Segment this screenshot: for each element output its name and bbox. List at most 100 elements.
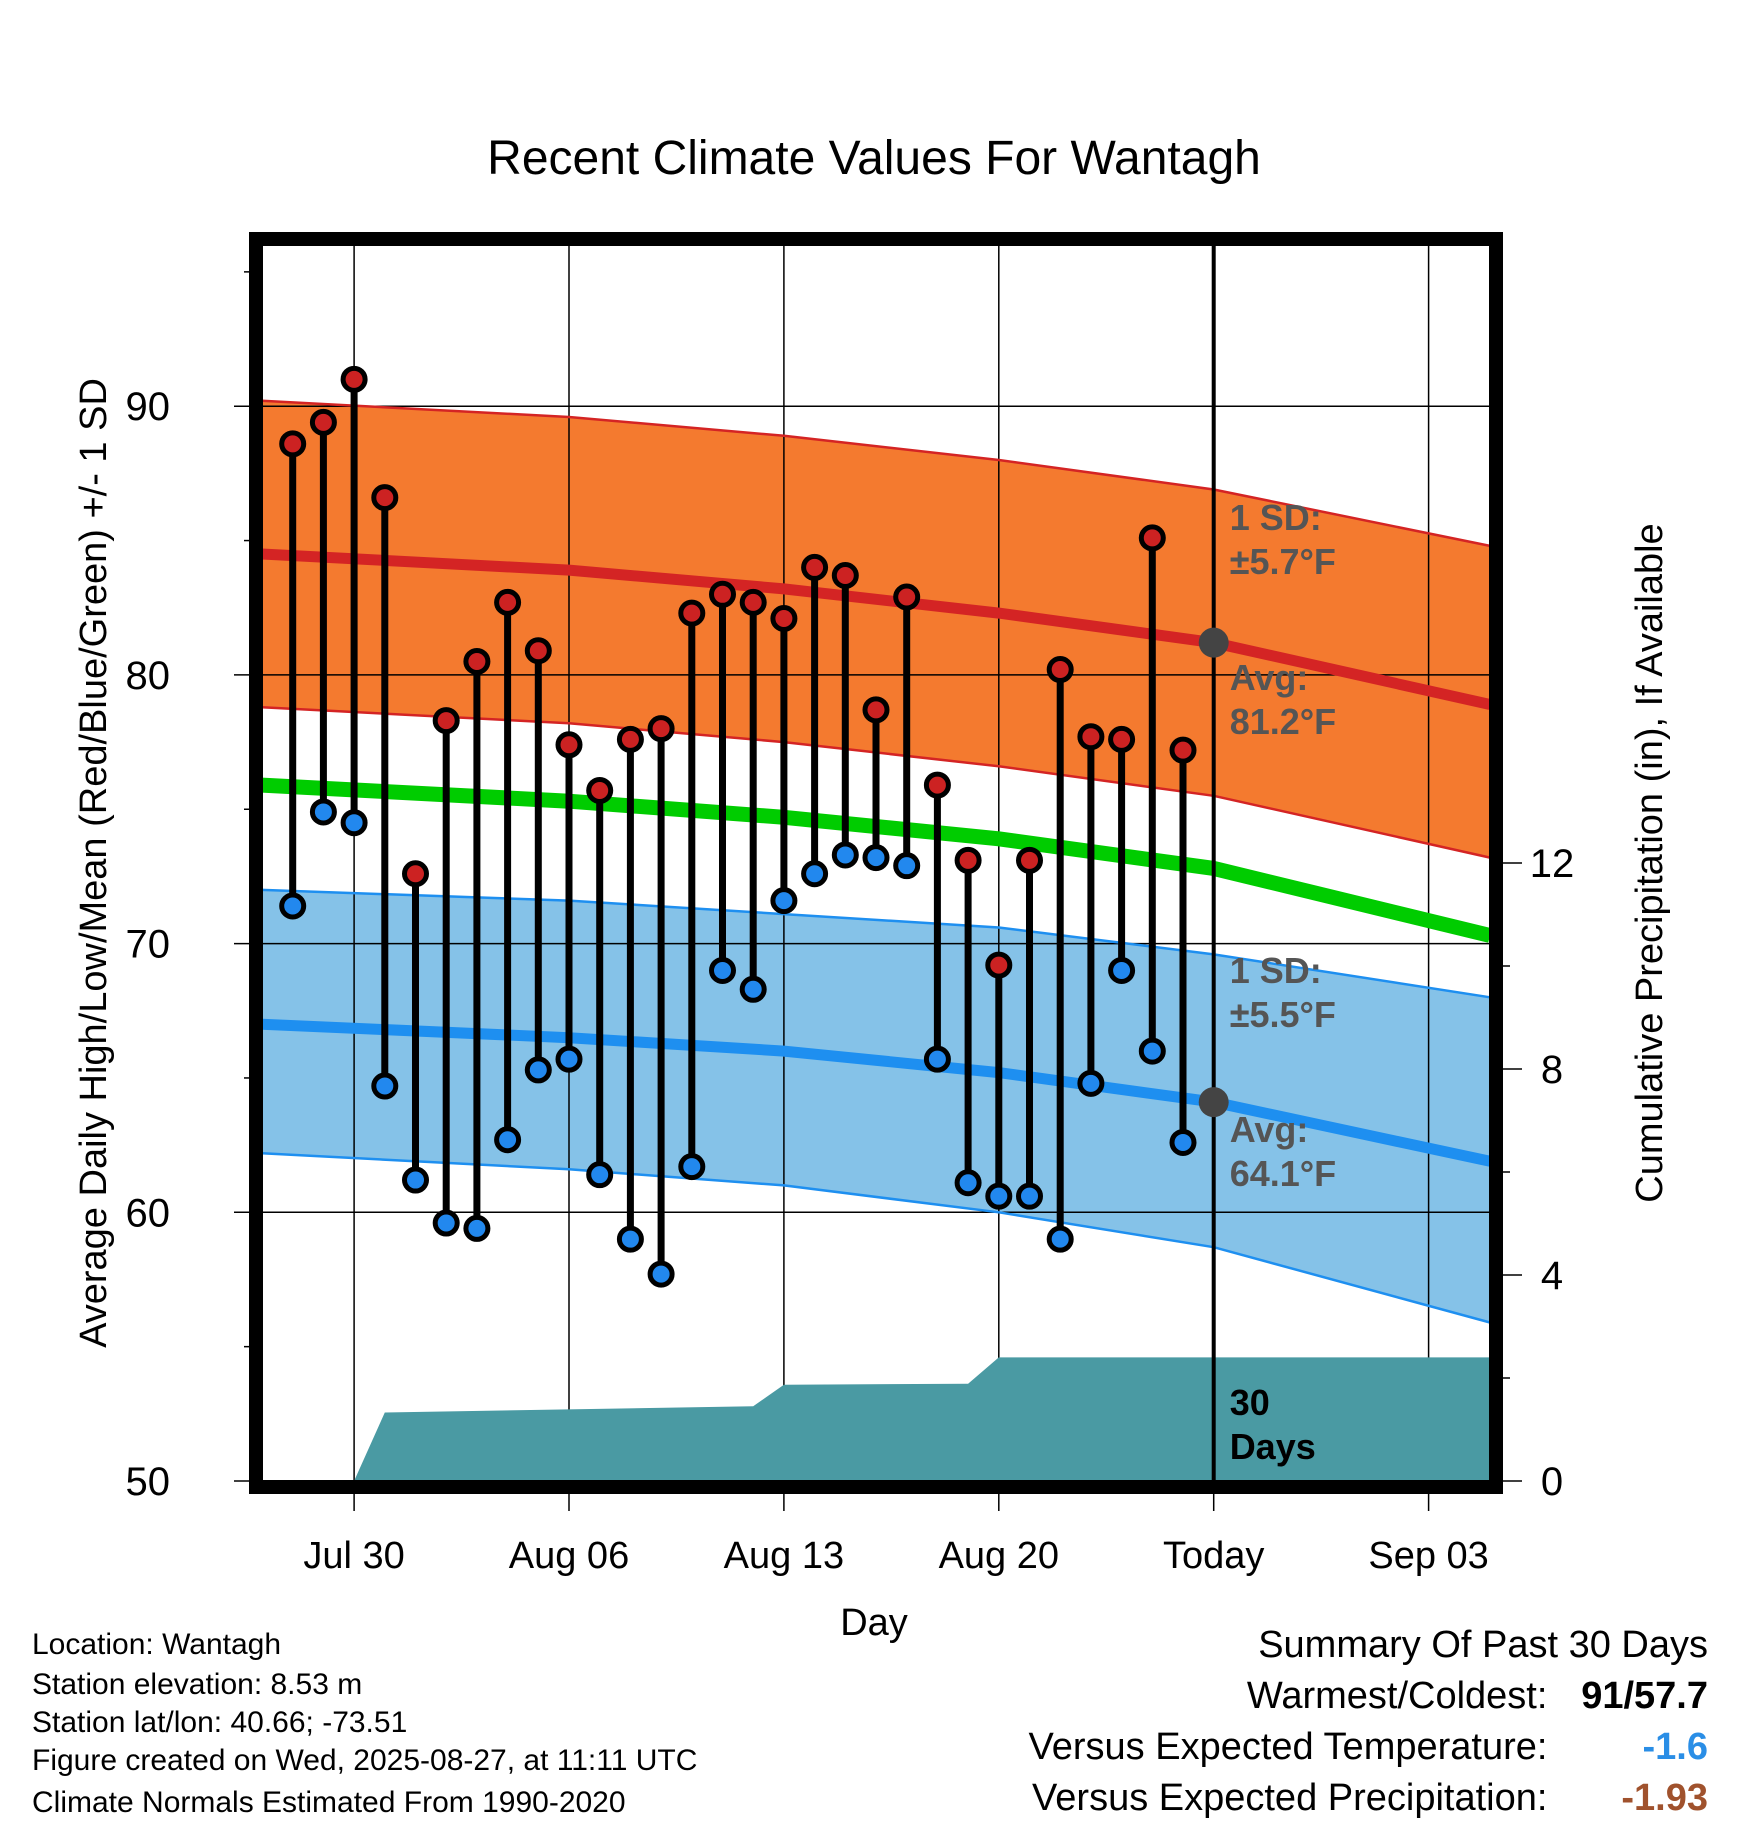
high-dot bbox=[862, 696, 890, 724]
high-dot bbox=[647, 715, 675, 743]
high-dot bbox=[402, 860, 429, 888]
high-dot bbox=[371, 484, 399, 512]
high-dot bbox=[555, 731, 583, 759]
high-dot bbox=[1077, 723, 1105, 751]
high-dot bbox=[1138, 524, 1166, 552]
summary-precip-row: Versus Expected Precipitation: -1.93 bbox=[1032, 1777, 1708, 1820]
temp-vs-expected-label: Versus Expected Temperature: bbox=[1028, 1726, 1548, 1768]
low-sd-lower-line bbox=[261, 1151, 1491, 1324]
precip-area bbox=[354, 1357, 1491, 1481]
high-dot bbox=[463, 647, 491, 675]
low-dot bbox=[1138, 1037, 1166, 1065]
low-dot bbox=[647, 1260, 675, 1288]
low-dot bbox=[985, 1182, 1013, 1210]
high-dot bbox=[770, 604, 798, 632]
x-tick-label: Aug 06 bbox=[509, 1535, 629, 1577]
high-dot bbox=[739, 588, 767, 616]
low-dot bbox=[1016, 1182, 1043, 1210]
warmest-value: 91 bbox=[1581, 1675, 1624, 1717]
y2-tick-label: 8 bbox=[1541, 1048, 1563, 1092]
precip-vs-expected-value: -1.93 bbox=[1621, 1777, 1708, 1819]
low-dot bbox=[831, 841, 859, 869]
high-dot bbox=[893, 583, 921, 611]
y2-axis-label: Cumulative Precipitation (in), If Availa… bbox=[1629, 523, 1671, 1202]
footer-created: Figure created on Wed, 2025-08-27, at 11… bbox=[32, 1744, 698, 1777]
high-dot bbox=[1169, 736, 1197, 764]
low-dot bbox=[402, 1166, 429, 1194]
y2-tick-label: 12 bbox=[1530, 842, 1575, 886]
low-dot bbox=[340, 809, 368, 837]
y-tick-label: 50 bbox=[126, 1460, 171, 1504]
low-dot bbox=[923, 1045, 951, 1073]
period-line2: Days bbox=[1230, 1426, 1316, 1467]
high-dot bbox=[340, 365, 368, 393]
low-dot bbox=[893, 852, 921, 880]
low-dot bbox=[586, 1161, 614, 1189]
high-sd-lower-line bbox=[261, 705, 1491, 859]
low-dot bbox=[555, 1045, 583, 1073]
low-dot bbox=[616, 1225, 644, 1253]
high_sd-line2: ±5.7°F bbox=[1230, 541, 1336, 582]
y-tick-label: 90 bbox=[126, 385, 171, 429]
x-tick-label: Sep 03 bbox=[1368, 1535, 1488, 1577]
chart-text: Recent Climate Values For Wantagh Day Aver… bbox=[73, 132, 1671, 1644]
low-dot bbox=[432, 1209, 460, 1237]
high-dot bbox=[954, 846, 982, 874]
low-sd-upper-line bbox=[261, 888, 1491, 999]
high-dot bbox=[831, 561, 859, 589]
axes: 50 60 70 80 90 0 4 8 12 Jul 30 Aug 06 Aug 13 Aug 20 T… bbox=[126, 271, 1575, 1577]
low-dot bbox=[1108, 956, 1136, 984]
high-dot bbox=[1046, 656, 1074, 684]
warmest-coldest-label: Warmest/Coldest: bbox=[1246, 1675, 1548, 1717]
low_avg-line2: 64.1°F bbox=[1230, 1153, 1336, 1194]
x-tick-label: Today bbox=[1163, 1535, 1264, 1577]
warmest-coldest-value: 91/57.7 bbox=[1558, 1675, 1708, 1718]
low-dot bbox=[524, 1056, 552, 1084]
high-dot bbox=[709, 580, 736, 608]
high-dot bbox=[985, 951, 1013, 979]
low-dot bbox=[463, 1214, 491, 1242]
high-dot bbox=[616, 725, 644, 753]
high-dot bbox=[1108, 725, 1136, 753]
y2-tick-label: 4 bbox=[1541, 1254, 1563, 1298]
y2-tick-label: 0 bbox=[1541, 1460, 1563, 1504]
low-dot bbox=[371, 1072, 399, 1100]
high-dot bbox=[524, 637, 552, 665]
low_avg-line1: Avg: bbox=[1230, 1109, 1309, 1150]
summary-temp-row: Versus Expected Temperature: -1.6 bbox=[1029, 1726, 1708, 1769]
x-axis-label: Day bbox=[840, 1602, 908, 1644]
high-dot bbox=[279, 430, 307, 458]
high-mean-line bbox=[261, 548, 1492, 710]
low-dot bbox=[678, 1153, 706, 1181]
normal-lines bbox=[261, 245, 1492, 1481]
footer-normals: Climate Normals Estimated From 1990-2020 bbox=[32, 1786, 626, 1819]
low-dot bbox=[1046, 1225, 1074, 1253]
daily-dots bbox=[279, 365, 1229, 1288]
high_avg-line1: Avg: bbox=[1230, 657, 1309, 698]
y-axis-label: Average Daily High/Low/Mean (Red/Blue/Gr… bbox=[73, 378, 115, 1348]
warmest-coldest-slash: / bbox=[1623, 1675, 1635, 1717]
low-dot bbox=[739, 975, 767, 1003]
footer-latlon: Station lat/lon: 40.66; -73.51 bbox=[32, 1706, 408, 1739]
x-tick-label: Aug 20 bbox=[939, 1535, 1059, 1577]
low-dot bbox=[709, 956, 736, 984]
high-dot bbox=[432, 707, 460, 735]
high-avg-marker bbox=[1198, 627, 1229, 658]
x-tick-label: Jul 30 bbox=[303, 1535, 404, 1577]
high_sd-line1: 1 SD: bbox=[1230, 497, 1322, 538]
low-avg-marker bbox=[1198, 1087, 1229, 1118]
high-dot bbox=[494, 588, 522, 616]
high-dot bbox=[678, 599, 706, 627]
summary-warmest-coldest-row: Warmest/Coldest: 91/57.7 bbox=[1247, 1675, 1708, 1718]
low-dot bbox=[954, 1169, 982, 1197]
precip-vs-expected-label: Versus Expected Precipitation: bbox=[1032, 1777, 1548, 1819]
low-dot bbox=[862, 844, 890, 872]
y-tick-label: 80 bbox=[126, 654, 171, 698]
daily-range-stems bbox=[289, 379, 1187, 1275]
precipitation-area bbox=[354, 1357, 1491, 1481]
x-tick-label: Aug 13 bbox=[724, 1535, 844, 1577]
summary-title: Summary Of Past 30 Days bbox=[1258, 1624, 1708, 1666]
low_sd-line2: ±5.5°F bbox=[1230, 994, 1336, 1035]
period-line1: 30 bbox=[1230, 1382, 1270, 1423]
